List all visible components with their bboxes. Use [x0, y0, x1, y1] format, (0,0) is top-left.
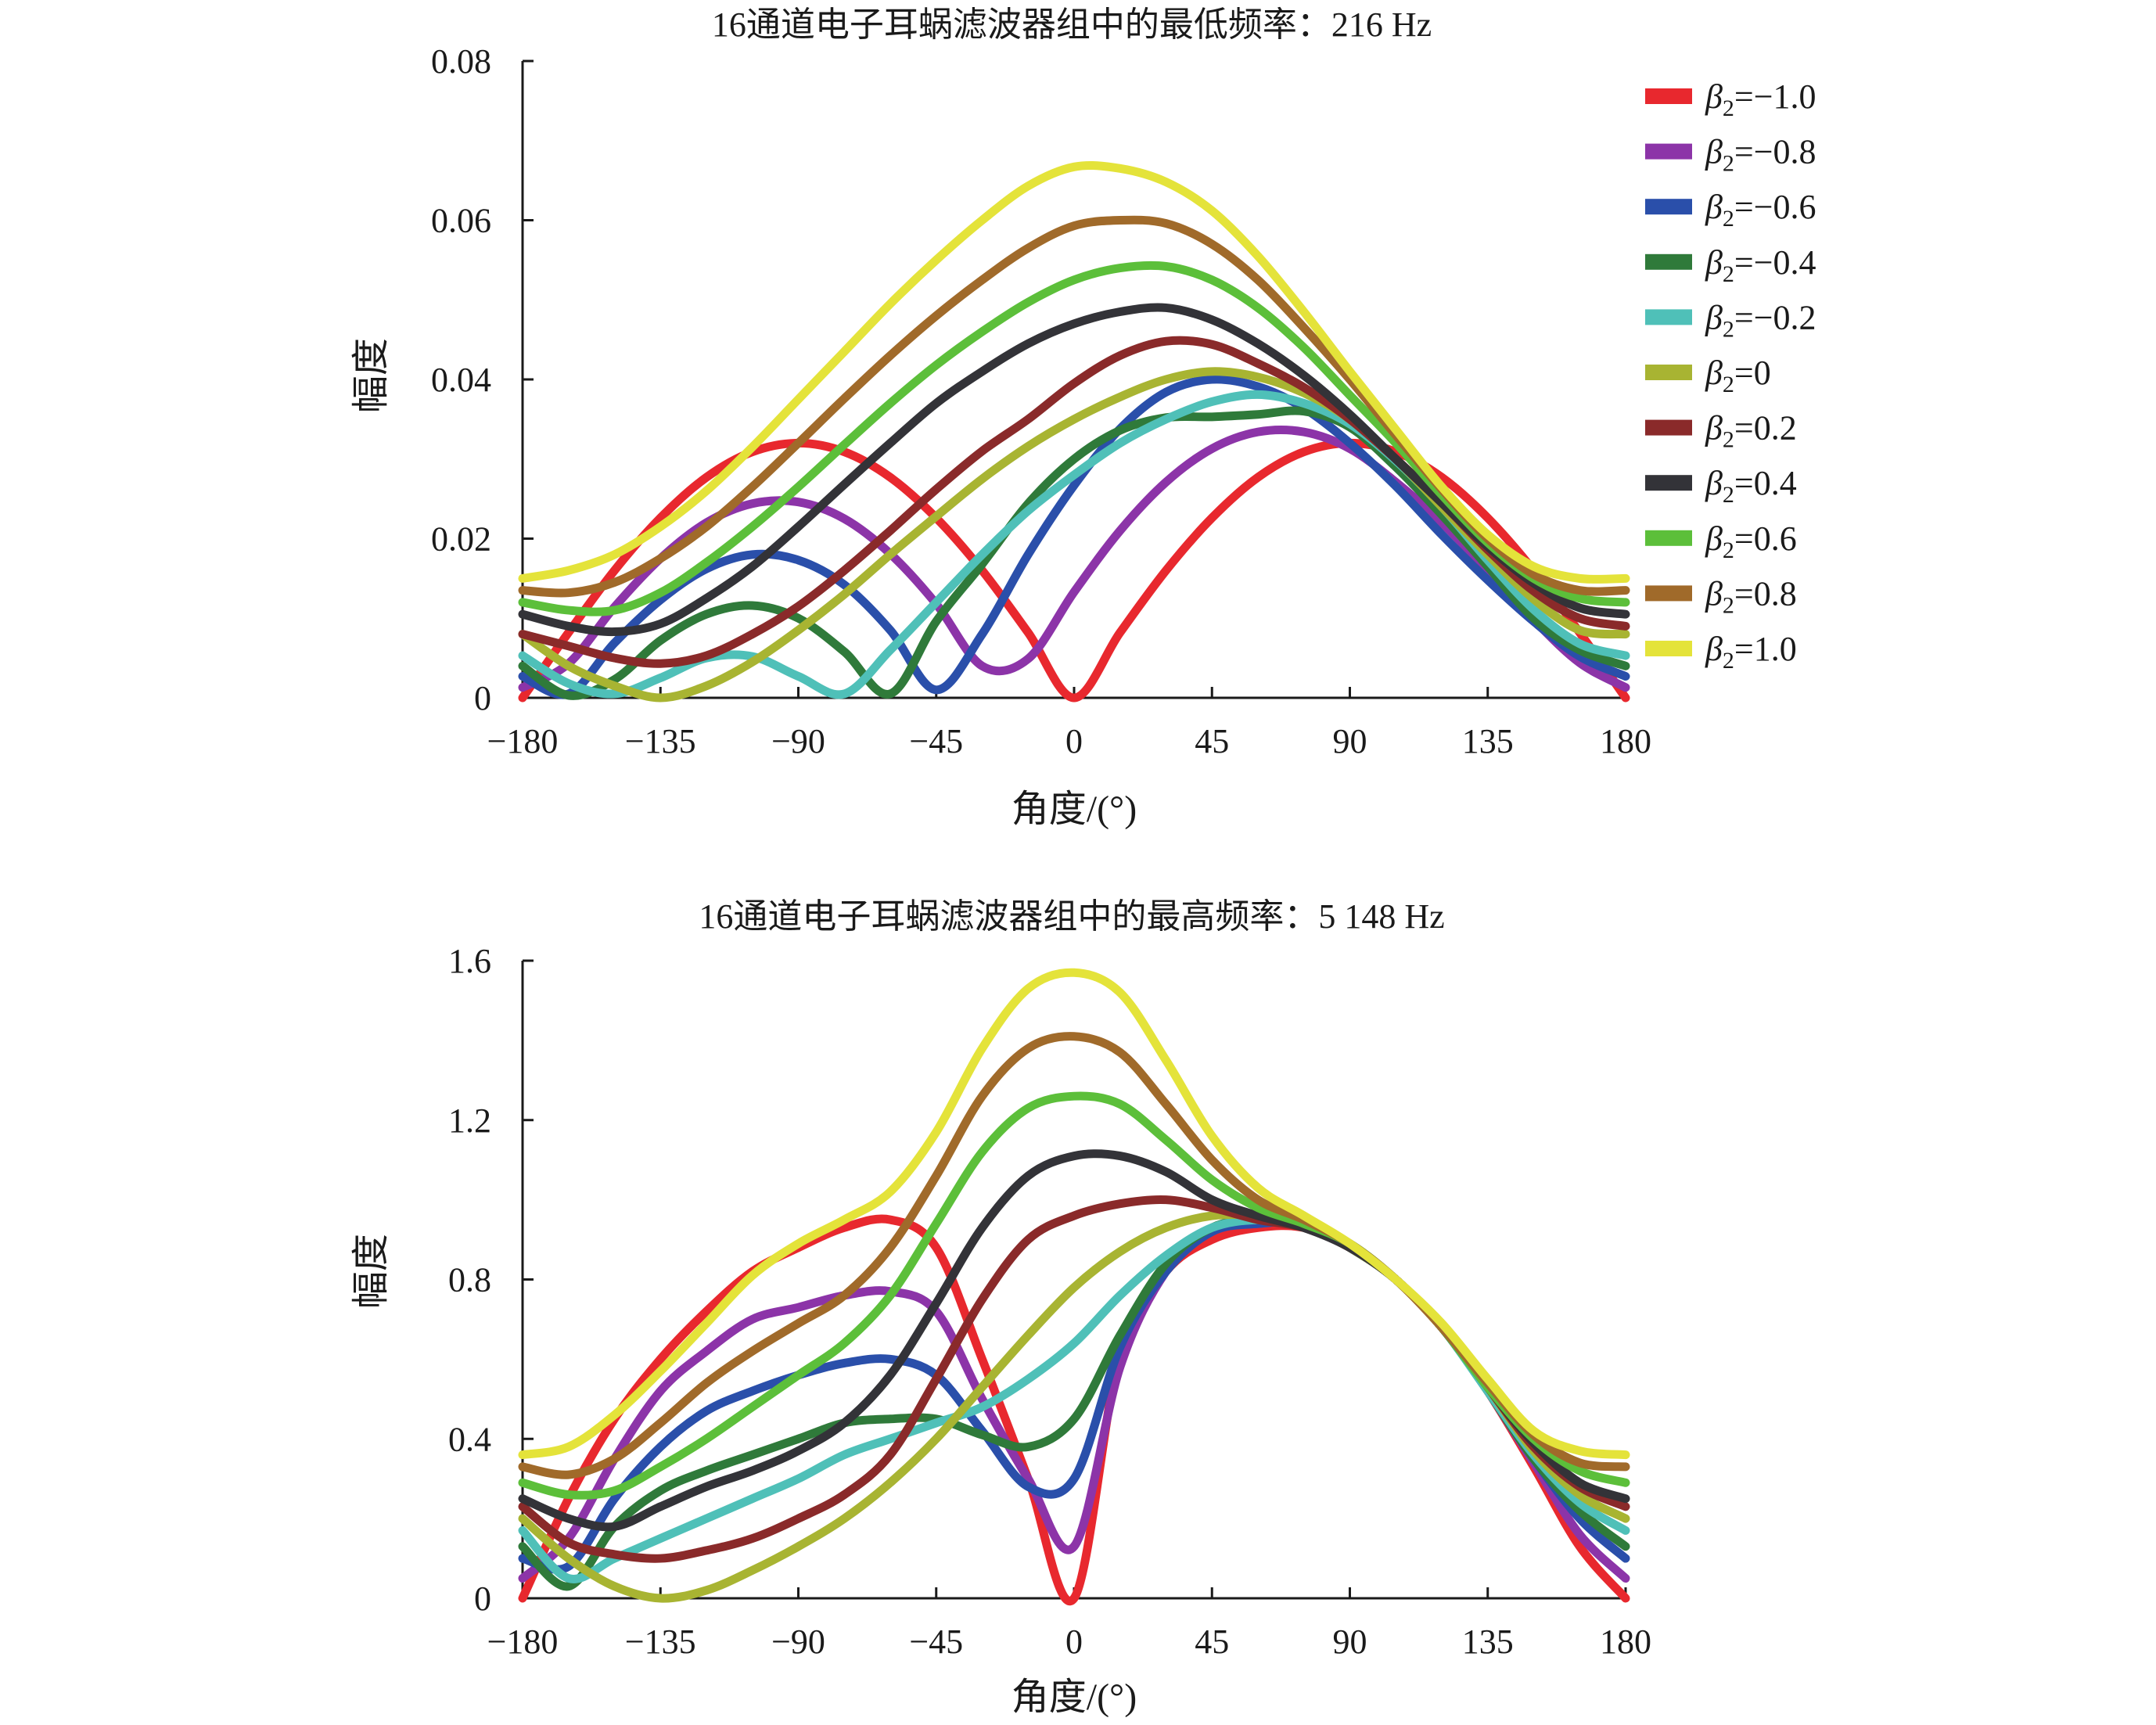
series-line — [518, 160, 1630, 584]
x-tick-label: 180 — [1600, 1623, 1651, 1661]
legend-item: β2=0.8 — [1645, 574, 1797, 618]
legend-label: β2=−1.0 — [1705, 77, 1816, 121]
legend-item: β2=−0.4 — [1645, 243, 1816, 287]
ticks: −180 −135 −90 −45 0 45 90 135 180 0 0.02 0.04 0.06 0.… — [431, 42, 1651, 760]
y-tick-label: 1.2 — [448, 1101, 491, 1140]
legend-label: β2=0.8 — [1705, 574, 1797, 618]
legend-label: β2=−0.6 — [1705, 188, 1816, 232]
y-tick-label: 1.6 — [448, 942, 491, 980]
chart-lowest-frequency: 16通道电子耳蜗滤波器组中的最低频率：216 Hz −180 −135 −90 −45… — [350, 5, 1816, 830]
legend-swatch — [1645, 199, 1692, 215]
legend-swatch — [1645, 88, 1692, 104]
chart-title: 16通道电子耳蜗滤波器组中的最高频率：5 148 Hz — [699, 897, 1444, 936]
y-tick-label: 0 — [474, 1579, 491, 1618]
legend-swatch — [1645, 143, 1692, 160]
y-tick-label: 0.04 — [431, 361, 491, 399]
legend-label: β2=−0.4 — [1705, 243, 1816, 287]
legend-label: β2=0 — [1705, 354, 1771, 397]
x-tick-label: 45 — [1195, 1623, 1229, 1661]
y-tick-label: 0.4 — [448, 1420, 491, 1458]
series-line — [518, 303, 1630, 637]
legend-swatch — [1645, 475, 1692, 491]
y-axis-title: 幅度 — [350, 1234, 392, 1309]
series-line — [518, 1032, 1630, 1479]
y-axis-title: 幅度 — [350, 338, 392, 413]
x-tick-label: −45 — [909, 722, 963, 760]
legend-item: β2=1.0 — [1645, 630, 1797, 674]
legend-item: β2=0 — [1645, 354, 1771, 397]
x-tick-label: −45 — [909, 1623, 963, 1661]
x-tick-label: 0 — [1065, 722, 1083, 760]
x-tick-label: 45 — [1195, 722, 1229, 760]
x-tick-label: 0 — [1065, 1623, 1083, 1661]
chart-highest-frequency: 16通道电子耳蜗滤波器组中的最高频率：5 148 Hz −180 −135 −90−… — [350, 897, 1651, 1718]
series-lines — [518, 160, 1630, 703]
x-axis-title: 角度/(°) — [1012, 1676, 1137, 1718]
series-line — [518, 406, 1630, 700]
x-tick-label: −135 — [625, 1623, 696, 1661]
x-tick-label: 90 — [1333, 722, 1367, 760]
x-tick-label: 180 — [1600, 722, 1651, 760]
x-tick-label: 135 — [1462, 722, 1514, 760]
x-tick-label: −135 — [625, 722, 696, 760]
x-tick-label: −180 — [487, 1623, 559, 1661]
legend-item: β2=−0.8 — [1645, 133, 1816, 177]
legend-swatch — [1645, 365, 1692, 380]
legend-label: β2=0.6 — [1705, 519, 1797, 563]
legend-swatch — [1645, 530, 1692, 546]
x-tick-label: −180 — [487, 722, 559, 760]
y-tick-label: 0.06 — [431, 202, 491, 240]
legend-item: β2=−0.2 — [1645, 298, 1816, 342]
series-lines — [518, 968, 1630, 1605]
legend-item: β2=−0.6 — [1645, 188, 1816, 232]
x-tick-label: 90 — [1333, 1623, 1367, 1661]
legend-label: β2=−0.2 — [1705, 298, 1816, 342]
x-tick-label: −90 — [771, 722, 825, 760]
x-axis-title: 角度/(°) — [1012, 789, 1137, 830]
series-line — [518, 261, 1630, 616]
x-tick-label: −90 — [771, 1623, 825, 1661]
y-tick-label: 0.02 — [431, 520, 491, 559]
axes — [521, 961, 1626, 1600]
chart-title: 16通道电子耳蜗滤波器组中的最低频率：216 Hz — [712, 5, 1432, 44]
legend-item: β2=0.2 — [1645, 409, 1797, 453]
series-line — [518, 1195, 1630, 1563]
legend-label: β2=−0.8 — [1705, 133, 1816, 177]
y-tick-label: 0.8 — [448, 1261, 491, 1299]
x-tick-label: 135 — [1462, 1623, 1514, 1661]
legend-item: β2=0.4 — [1645, 464, 1797, 508]
legend-label: β2=1.0 — [1705, 630, 1797, 674]
legend-swatch — [1645, 253, 1692, 270]
legend-item: β2=0.6 — [1645, 519, 1797, 563]
legend-swatch — [1645, 641, 1692, 656]
legend-swatch — [1645, 585, 1692, 602]
y-tick-label: 0 — [474, 679, 491, 717]
y-tick-label: 0.08 — [431, 42, 491, 81]
ticks: −180 −135 −90 −45 0 45 90 135 180 0 0.4 0.8 1.2 1.6 — [448, 942, 1651, 1661]
legend-label: β2=0.2 — [1705, 409, 1797, 453]
series-line — [518, 438, 1630, 703]
series-line — [518, 968, 1630, 1460]
legend-swatch — [1645, 309, 1692, 325]
legend: β2=−1.0 β2=−0.8 β2=−0.6 β2=−0.4 β2=−0.2 β2=0 β… — [1645, 77, 1816, 674]
legend-swatch — [1645, 419, 1692, 436]
legend-label: β2=0.4 — [1705, 464, 1797, 508]
legend-item: β2=−1.0 — [1645, 77, 1816, 121]
series-line — [518, 375, 1630, 699]
